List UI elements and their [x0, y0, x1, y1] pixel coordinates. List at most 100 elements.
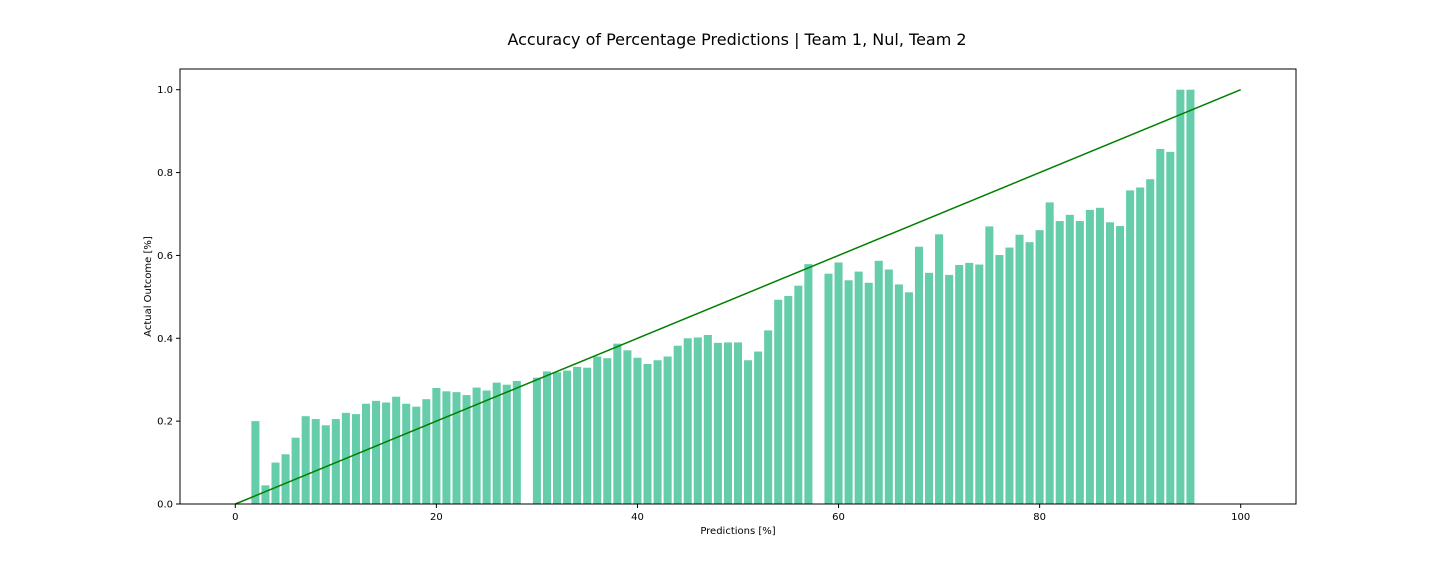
bar: [945, 274, 954, 504]
bar: [1176, 89, 1185, 504]
y-axis-ticks: 0.0 0.2 0.4 0.6 0.8 1.0: [157, 85, 180, 511]
bar: [693, 337, 702, 504]
bar: [1075, 221, 1084, 505]
bar: [925, 272, 934, 504]
bar: [432, 388, 441, 504]
bar: [1166, 151, 1175, 504]
bar: [663, 356, 672, 504]
x-tick-label: 60: [832, 512, 845, 523]
bar: [884, 269, 893, 504]
bar: [754, 351, 763, 504]
bar: [372, 400, 381, 504]
bar: [573, 366, 582, 504]
bar: [542, 371, 551, 504]
bar: [512, 380, 521, 504]
y-tick-label: 0.4: [157, 334, 173, 345]
bar: [472, 387, 481, 504]
bar: [1146, 179, 1155, 504]
bar: [774, 299, 783, 504]
bar: [361, 403, 371, 504]
bar: [955, 264, 964, 504]
bar: [412, 406, 421, 504]
bar: [854, 271, 863, 504]
bar: [914, 246, 923, 504]
bar: [583, 367, 592, 504]
bar: [251, 421, 260, 504]
bar: [723, 342, 732, 504]
y-axis-label: Actual Outcome [%]: [143, 236, 154, 337]
bars: [251, 89, 1195, 505]
y-tick-label: 1.0: [157, 85, 173, 96]
reference-line: [235, 89, 1241, 505]
bar: [351, 414, 360, 504]
bar: [603, 358, 612, 504]
bar: [935, 234, 944, 505]
y-tick-label: 0.8: [157, 168, 173, 179]
x-axis-ticks: 0 20 40 60 80 100: [232, 504, 1250, 523]
bar: [703, 334, 712, 504]
x-tick-label: 100: [1231, 512, 1250, 523]
bar: [442, 391, 451, 504]
bar: [965, 262, 974, 504]
bar: [1045, 202, 1054, 504]
bar: [1156, 148, 1165, 504]
bar: [291, 437, 300, 504]
x-tick-label: 20: [430, 512, 443, 523]
bar: [482, 390, 491, 504]
bar: [593, 356, 602, 504]
bar: [563, 370, 572, 504]
bar: [1085, 209, 1094, 504]
bar: [1025, 242, 1034, 504]
bar: [874, 260, 883, 504]
bar: [422, 399, 431, 504]
chart-title: Accuracy of Percentage Predictions | Tea…: [507, 30, 966, 49]
bar: [1035, 230, 1044, 504]
bar: [311, 419, 320, 504]
bar: [1055, 221, 1064, 505]
bar: [462, 395, 471, 504]
bar: [281, 454, 290, 504]
x-tick-label: 0: [232, 512, 238, 523]
bar: [764, 330, 773, 504]
bar: [894, 284, 903, 504]
bar: [613, 343, 622, 504]
bar: [402, 403, 411, 504]
bar: [382, 402, 391, 504]
bar: [623, 350, 632, 504]
bar: [864, 282, 873, 504]
y-tick-label: 0.2: [157, 417, 173, 428]
bar: [733, 342, 743, 504]
bar: [331, 419, 340, 504]
bar: [975, 264, 984, 504]
bar: [1105, 222, 1115, 505]
bar: [824, 273, 833, 504]
bar: [713, 342, 722, 504]
bar: [904, 292, 913, 504]
bar: [1095, 207, 1104, 505]
y-tick-label: 0.6: [157, 251, 173, 262]
bar: [995, 255, 1004, 504]
bar: [633, 357, 642, 504]
y-tick-label: 0.0: [157, 500, 173, 511]
bar: [744, 360, 753, 504]
bar: [1015, 234, 1024, 504]
bar: [452, 392, 461, 504]
bar: [653, 360, 662, 504]
bar: [1065, 214, 1074, 505]
bar: [1186, 89, 1195, 504]
bar: [502, 384, 511, 504]
bar: [794, 285, 803, 504]
bar: [683, 338, 692, 504]
bar: [492, 382, 501, 504]
x-tick-label: 80: [1033, 512, 1046, 523]
bar: [844, 280, 853, 504]
bar: [1126, 190, 1135, 504]
bar: [553, 372, 562, 504]
bar: [1005, 247, 1014, 505]
x-axis-label: Predictions [%]: [700, 526, 775, 537]
bar: [834, 262, 843, 504]
bar: [1136, 187, 1145, 504]
bar: [301, 416, 310, 504]
x-tick-label: 40: [631, 512, 644, 523]
